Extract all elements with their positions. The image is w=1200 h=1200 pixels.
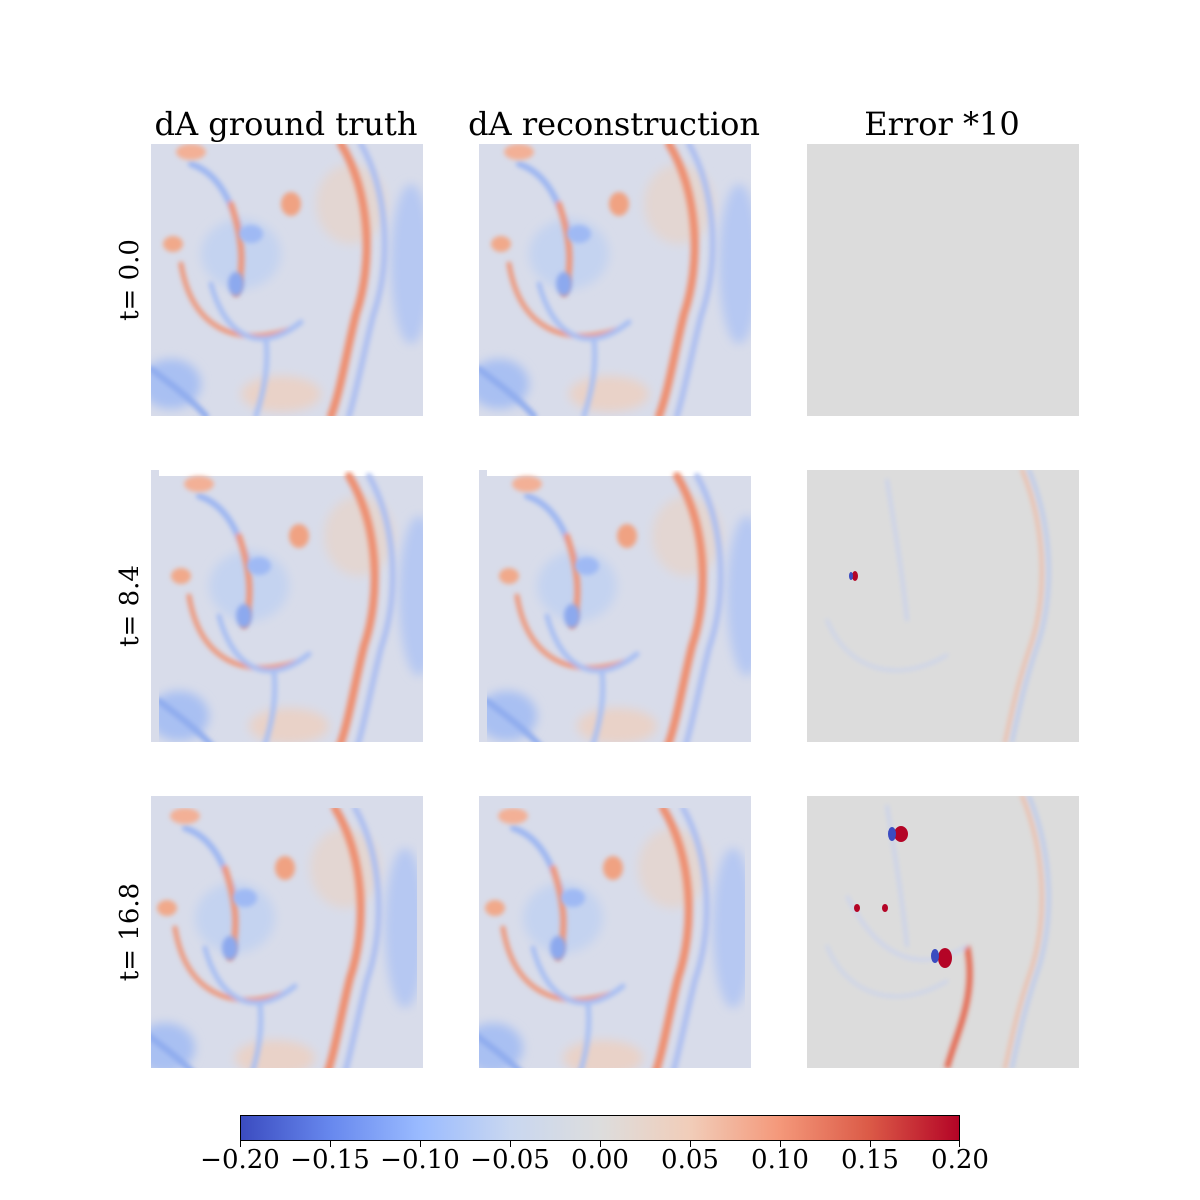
colorbar-tick xyxy=(420,1141,421,1147)
column-title-error: Error *10 xyxy=(864,105,1020,143)
colorbar-tick-label: 0.10 xyxy=(751,1145,809,1175)
colorbar-tick xyxy=(240,1141,241,1147)
panel-reconstruction-t16 xyxy=(479,796,751,1068)
panel-error-t8 xyxy=(807,470,1079,742)
colorbar-tick-label: 0.00 xyxy=(571,1145,629,1175)
colorbar-tick-label: −0.20 xyxy=(200,1145,280,1175)
colorbar-tick xyxy=(959,1141,960,1147)
colorbar-tick-label: −0.05 xyxy=(470,1145,550,1175)
panel-ground-truth-t8 xyxy=(151,470,423,742)
colorbar-tick-label: −0.10 xyxy=(380,1145,460,1175)
colorbar-tick-label: 0.15 xyxy=(841,1145,899,1175)
colorbar-tick-label: −0.15 xyxy=(290,1145,370,1175)
panel-error-t0 xyxy=(807,144,1079,416)
row-label-text: t= 0.0 xyxy=(115,239,145,321)
column-title-reconstruction: dA reconstruction xyxy=(468,105,760,143)
colorbar-tick xyxy=(330,1141,331,1147)
colorbar-tick xyxy=(510,1141,511,1147)
panel-ground-truth-t0 xyxy=(151,144,423,416)
panel-reconstruction-t8 xyxy=(479,470,751,742)
panel-ground-truth-t16 xyxy=(151,796,423,1068)
column-title-ground-truth: dA ground truth xyxy=(154,105,418,143)
panel-error-t16 xyxy=(807,796,1079,1068)
colorbar-tick xyxy=(600,1141,601,1147)
row-label-t0: t= 0.0 xyxy=(110,144,150,416)
panel-reconstruction-t0 xyxy=(479,144,751,416)
row-label-t8: t= 8.4 xyxy=(110,470,150,742)
colorbar-tick-label: 0.05 xyxy=(661,1145,719,1175)
colorbar-tick xyxy=(870,1141,871,1147)
row-label-text: t= 8.4 xyxy=(115,565,145,647)
row-label-text: t= 16.8 xyxy=(115,882,145,982)
colorbar-tick xyxy=(690,1141,691,1147)
colorbar-tick xyxy=(780,1141,781,1147)
colorbar-tick-label: 0.20 xyxy=(931,1145,989,1175)
row-label-t16: t= 16.8 xyxy=(110,796,150,1068)
colorbar xyxy=(240,1115,960,1141)
